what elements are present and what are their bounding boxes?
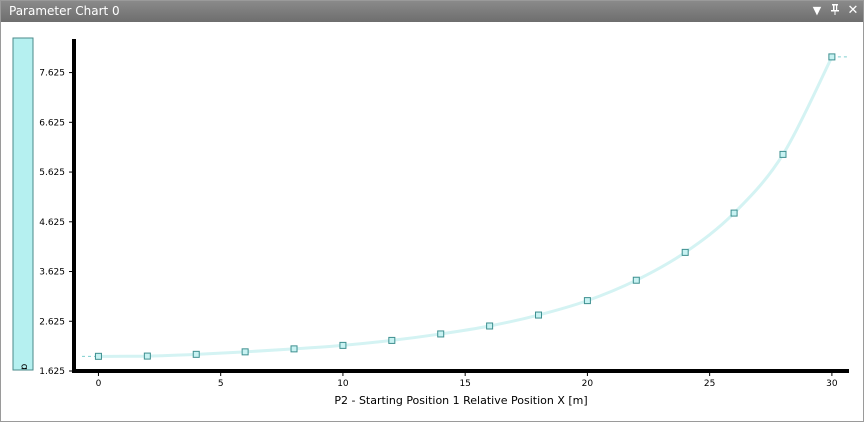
y-axis-label-group: p Initial Value (B5) (Line A: Cable Forc… bbox=[12, 24, 34, 371]
data-point bbox=[94, 352, 102, 360]
data-point bbox=[681, 248, 689, 256]
chart-ticks: 0 5 10 15 20 25 30 1.625 2.625 3.625 4.625 5.625 6.6… bbox=[39, 69, 838, 389]
x-tick-label: 10 bbox=[337, 379, 349, 389]
data-point bbox=[143, 352, 151, 360]
window-titlebar: Parameter Chart 0 ▼ ✕ bbox=[1, 1, 863, 22]
data-point bbox=[437, 330, 445, 338]
x-axis-label: P2 - Starting Position 1 Relative Positi… bbox=[334, 394, 587, 407]
y-tick-label: 2.625 bbox=[39, 317, 65, 327]
x-tick-label: 25 bbox=[704, 379, 715, 389]
chart-axes bbox=[72, 39, 849, 373]
y-tick-label: 6.625 bbox=[39, 118, 65, 128]
pin-icon[interactable] bbox=[827, 3, 843, 19]
y-tick-label: 3.625 bbox=[39, 268, 65, 278]
chart-series bbox=[82, 53, 848, 360]
y-axis-label: p Initial Value (B5) (Line A: Cable Forc… bbox=[19, 24, 30, 370]
y-tick-label: 7.625 bbox=[39, 69, 65, 79]
data-point bbox=[730, 209, 738, 217]
triangle-down-icon[interactable]: ▼ bbox=[812, 4, 822, 17]
x-tick-label: 30 bbox=[826, 379, 838, 389]
data-point bbox=[339, 341, 347, 349]
data-point bbox=[583, 297, 591, 305]
data-point bbox=[290, 345, 298, 353]
x-tick-label: 0 bbox=[96, 379, 102, 389]
close-icon[interactable]: ✕ bbox=[847, 3, 859, 18]
series-line bbox=[98, 56, 834, 358]
data-point bbox=[388, 336, 396, 344]
data-point bbox=[632, 276, 640, 284]
data-point bbox=[241, 348, 249, 356]
y-tick-label: 5.625 bbox=[39, 168, 65, 178]
data-point bbox=[486, 322, 494, 330]
x-tick-label: 5 bbox=[218, 379, 224, 389]
x-tick-label: 15 bbox=[459, 379, 470, 389]
data-point bbox=[828, 53, 836, 61]
y-axis-label-box bbox=[12, 37, 34, 371]
y-tick-label: 1.625 bbox=[39, 367, 65, 377]
window-title: Parameter Chart 0 bbox=[9, 4, 120, 18]
pin-icon-svg bbox=[831, 4, 839, 15]
data-point bbox=[535, 311, 543, 319]
data-point bbox=[779, 150, 787, 158]
y-tick-label: 4.625 bbox=[39, 218, 65, 228]
parameter-chart: p Initial Value (B5) (Line A: Cable Forc… bbox=[12, 24, 849, 407]
data-point bbox=[192, 350, 200, 358]
x-tick-label: 20 bbox=[582, 379, 594, 389]
